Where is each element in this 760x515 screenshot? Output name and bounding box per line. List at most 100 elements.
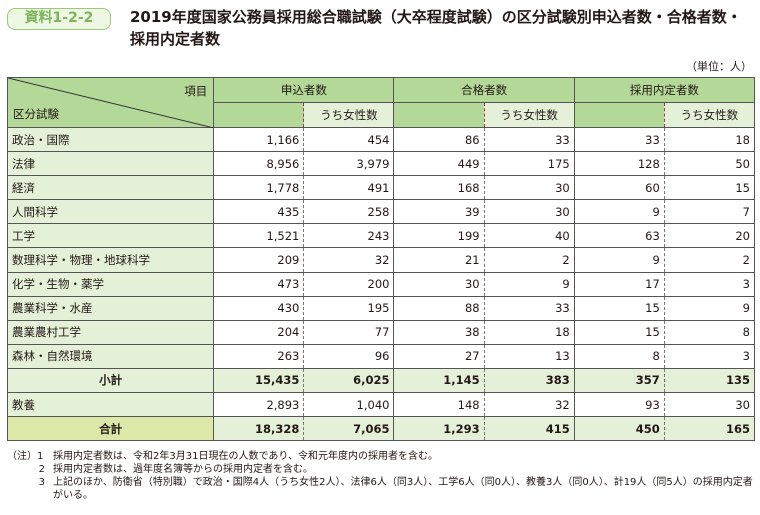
value-cell: 2 — [483, 247, 575, 273]
value-cell: 1,778 — [213, 175, 305, 201]
footnote-number: （注）1 — [7, 451, 44, 462]
category-cell: 人間科学 — [6, 199, 215, 225]
category-cell: 法律 — [6, 151, 215, 177]
value-cell: 7,065 — [303, 416, 395, 442]
value-cell: 430 — [213, 295, 305, 321]
footnote-number: 2 — [38, 464, 45, 475]
item-header: 項目 — [184, 84, 208, 98]
value-cell: 9 — [573, 199, 665, 225]
value-cell: 128 — [573, 151, 665, 177]
value-cell: 3,979 — [303, 151, 395, 177]
value-cell: 21 — [393, 247, 485, 273]
value-cell: 30 — [663, 392, 756, 418]
value-cell: 38 — [393, 319, 485, 345]
value-cell: 2 — [663, 247, 756, 273]
table-row: 人間科学 435 258 39 30 9 7 — [6, 199, 756, 225]
table-row: 数理科学・物理・地球科学 209 32 21 2 9 2 — [6, 247, 756, 273]
value-cell: 93 — [573, 392, 665, 418]
value-cell: 450 — [573, 416, 665, 442]
table-row: 政治・国際 1,166 454 86 33 33 18 — [6, 126, 756, 153]
value-cell: 357 — [573, 367, 665, 394]
category-cell: 農業科学・水産 — [6, 295, 215, 321]
footnote-text: 採用内定者数は、過年度名簿等からの採用内定者を含む。 — [53, 464, 313, 475]
footnote-text: 上記のほか、防衛省（特別職）で政治・国際4人（うち女性2人）、法律6人（同3人）… — [53, 477, 753, 501]
value-cell: 1,521 — [213, 223, 305, 249]
value-cell: 199 — [393, 223, 485, 249]
category-cell: 小計 — [6, 367, 215, 394]
passers-header: 合格者数 — [393, 77, 575, 103]
table-row: 法律 8,956 3,979 449 175 128 50 — [6, 151, 756, 177]
value-cell: 263 — [213, 343, 305, 369]
value-cell: 32 — [483, 392, 575, 418]
category-cell: 化学・生物・薬学 — [6, 271, 215, 297]
value-cell: 168 — [393, 175, 485, 201]
category-cell: 農業農村工学 — [6, 319, 215, 345]
value-cell: 15,435 — [213, 367, 305, 394]
table-row: 森林・自然環境 263 96 27 13 8 3 — [6, 343, 756, 369]
total-row: 合計 18,328 7,065 1,293 415 450 165 — [6, 416, 756, 442]
value-cell: 27 — [393, 343, 485, 369]
footnote-text: 採用内定者数は、令和2年3月31日現在の人数であり、令和元年度内の採用者を含む。 — [53, 451, 438, 462]
category-cell: 数理科学・物理・地球科学 — [6, 247, 215, 273]
offers-header: 採用内定者数 — [573, 77, 756, 103]
female-header: うち女性数 — [303, 102, 395, 128]
value-cell: 2,893 — [213, 392, 305, 418]
value-cell: 17 — [573, 271, 665, 297]
value-cell: 33 — [573, 126, 665, 153]
table-row: 工学 1,521 243 199 40 63 20 — [6, 223, 756, 249]
value-cell: 15 — [573, 295, 665, 321]
value-cell: 15 — [663, 175, 756, 201]
footnote-number: 3 — [38, 477, 45, 488]
value-cell: 175 — [483, 151, 575, 177]
value-cell: 33 — [483, 126, 575, 153]
value-cell: 9 — [663, 295, 756, 321]
value-cell: 30 — [393, 271, 485, 297]
header-blank — [573, 102, 665, 128]
value-cell: 88 — [393, 295, 485, 321]
category-cell: 合計 — [6, 416, 215, 442]
value-cell: 33 — [483, 295, 575, 321]
value-cell: 415 — [483, 416, 575, 442]
value-cell: 454 — [303, 126, 395, 153]
value-cell: 243 — [303, 223, 395, 249]
value-cell: 20 — [663, 223, 756, 249]
female-header: うち女性数 — [663, 102, 756, 128]
category-cell: 経済 — [6, 175, 215, 201]
footnote: （注）1 採用内定者数は、令和2年3月31日現在の人数であり、令和元年度内の採用者… — [7, 450, 757, 463]
table-row: 農業科学・水産 430 195 88 33 15 9 — [6, 295, 756, 321]
value-cell: 77 — [303, 319, 395, 345]
value-cell: 6,025 — [303, 367, 395, 394]
category-cell: 森林・自然環境 — [6, 343, 215, 369]
table-row: 農業農村工学 204 77 38 18 15 8 — [6, 319, 756, 345]
value-cell: 9 — [573, 247, 665, 273]
value-cell: 1,040 — [303, 392, 395, 418]
value-cell: 491 — [303, 175, 395, 201]
value-cell: 50 — [663, 151, 756, 177]
value-cell: 40 — [483, 223, 575, 249]
value-cell: 32 — [303, 247, 395, 273]
footnote: 2 採用内定者数は、過年度名簿等からの採用内定者を含む。 — [7, 463, 757, 476]
category-header: 区分試験 — [13, 107, 59, 121]
value-cell: 204 — [213, 319, 305, 345]
value-cell: 258 — [303, 199, 395, 225]
footnote: 3 上記のほか、防衛省（特別職）で政治・国際4人（うち女性2人）、法律6人（同3人… — [7, 476, 757, 502]
header-blank — [393, 102, 485, 128]
value-cell: 3 — [663, 343, 756, 369]
value-cell: 8,956 — [213, 151, 305, 177]
table-row: 経済 1,778 491 168 30 60 15 — [6, 175, 756, 201]
value-cell: 96 — [303, 343, 395, 369]
value-cell: 473 — [213, 271, 305, 297]
unit-label: （単位：人） — [686, 60, 752, 73]
value-cell: 209 — [213, 247, 305, 273]
value-cell: 435 — [213, 199, 305, 225]
value-cell: 200 — [303, 271, 395, 297]
value-cell: 30 — [483, 199, 575, 225]
value-cell: 18 — [483, 319, 575, 345]
value-cell: 18,328 — [213, 416, 305, 442]
data-table: 項目 区分試験 申込者数 合格者数 採用内定者数 うち女性数 うち女性数 うち女… — [6, 77, 756, 442]
value-cell: 39 — [393, 199, 485, 225]
value-cell: 13 — [483, 343, 575, 369]
value-cell: 86 — [393, 126, 485, 153]
document-badge: 資料1-2-2 — [7, 8, 111, 30]
category-cell: 工学 — [6, 223, 215, 249]
